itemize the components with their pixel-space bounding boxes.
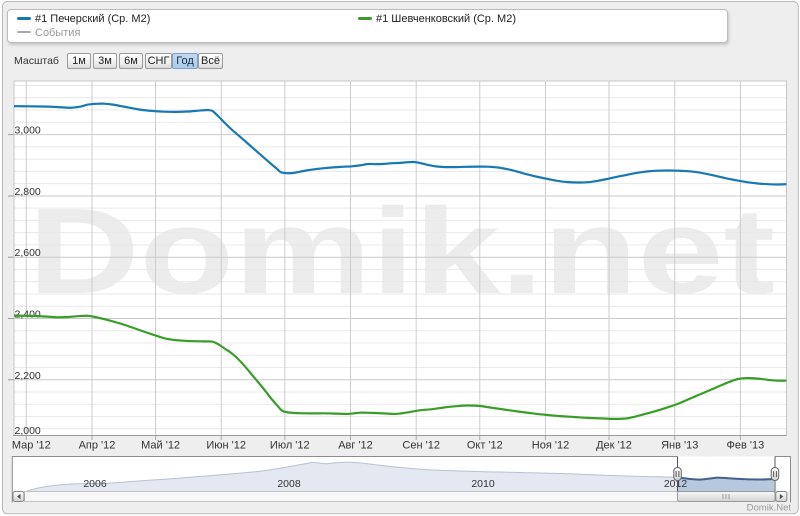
svg-text:Июн '12: Июн '12 [206,440,246,452]
svg-text:2006: 2006 [83,478,107,490]
svg-text:Domik.Net: Domik.Net [747,503,792,514]
svg-text:Янв '13: Янв '13 [661,440,698,452]
svg-text:Апр '12: Апр '12 [79,440,116,452]
svg-text:2,000: 2,000 [15,425,41,437]
svg-text:Сен '12: Сен '12 [402,440,440,452]
svg-text:2012: 2012 [664,478,688,490]
svg-text:Мар '12: Мар '12 [12,440,51,452]
svg-text:3,000: 3,000 [15,125,41,137]
svg-text:Domik.net: Domik.net [28,183,775,319]
svg-text:Июл '12: Июл '12 [270,440,310,452]
svg-text:Фев '13: Фев '13 [727,440,765,452]
svg-text:2010: 2010 [471,478,495,490]
svg-text:2,200: 2,200 [15,370,41,382]
svg-text:Окт '12: Окт '12 [467,440,503,452]
svg-text:Ноя '12: Ноя '12 [532,440,569,452]
svg-text:2,400: 2,400 [15,309,41,321]
svg-text:2008: 2008 [277,478,301,490]
svg-text:2,800: 2,800 [15,186,41,198]
svg-text:Авг '12: Авг '12 [338,440,373,452]
svg-text:2,600: 2,600 [15,247,41,259]
svg-text:Дек '12: Дек '12 [596,440,632,452]
svg-text:Май '12: Май '12 [141,440,180,452]
